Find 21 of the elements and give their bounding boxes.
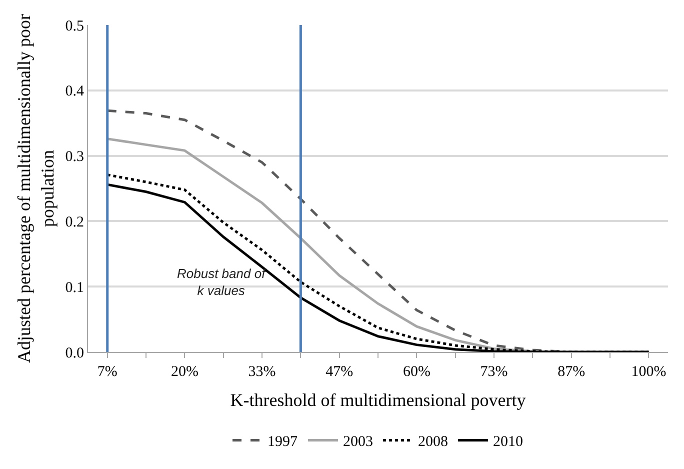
y-tick-label: 0.1 — [65, 280, 84, 296]
y-axis-title: Adjusted percentage of multidimensionally poor population — [14, 14, 58, 363]
annotation: Robust band of k values — [177, 266, 267, 298]
x-axis-title: K-threshold of multidimensional poverty — [230, 390, 526, 410]
legend-label: 1997 — [268, 434, 298, 450]
x-tick-label: 7% — [97, 364, 118, 380]
x-tick-label: 100% — [631, 364, 666, 380]
x-tick-label: 47% — [326, 364, 354, 380]
y-tick-label: 0.5 — [65, 18, 84, 34]
legend-label: 2008 — [418, 434, 448, 450]
legend-label: 2003 — [343, 434, 373, 450]
y-tick-label: 0.4 — [65, 84, 84, 100]
y-tick-label: 0.0 — [65, 345, 84, 362]
x-tick-label: 87% — [558, 364, 586, 380]
legend-label: 2010 — [493, 434, 523, 450]
x-tick-label: 60% — [402, 364, 430, 380]
x-tick-label: 33% — [248, 364, 276, 380]
y-tick-label: 0.3 — [65, 149, 84, 166]
x-tick-label: 73% — [480, 364, 508, 380]
x-tick-label: 20% — [170, 364, 198, 380]
y-tick-label: 0.2 — [65, 214, 84, 230]
